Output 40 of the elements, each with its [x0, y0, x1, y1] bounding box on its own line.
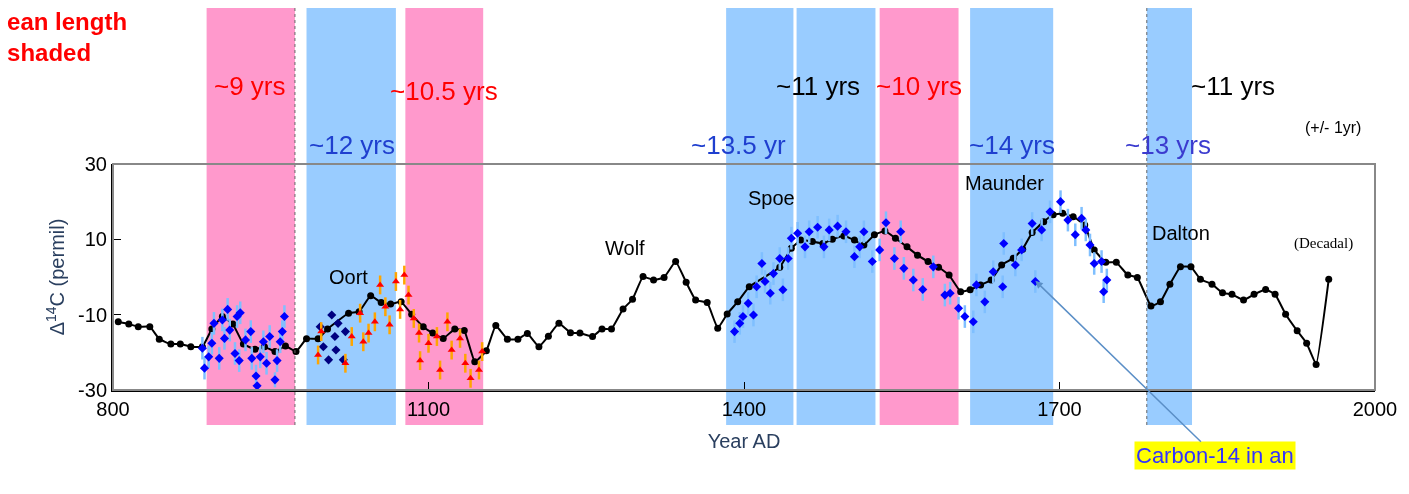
point — [466, 374, 475, 381]
x-axis-title: Year AD — [707, 430, 781, 452]
annotation: Dalton — [1152, 222, 1210, 244]
point — [330, 331, 340, 342]
x-tick-label: 1400 — [721, 398, 767, 420]
point — [341, 359, 350, 366]
point — [456, 334, 465, 341]
point — [396, 305, 405, 312]
text: ~10 yrs — [876, 71, 962, 101]
y-tick-label: 30 — [84, 153, 107, 175]
point — [324, 355, 334, 365]
y-tick-label: -30 — [78, 379, 107, 401]
x-tick-label: 1700 — [1037, 398, 1082, 420]
point — [333, 318, 343, 328]
annotation: Oort — [329, 266, 369, 288]
text: ~11 yrs — [776, 71, 861, 101]
y-tick-label: 10 — [84, 228, 107, 251]
text: (+/- 1yr) — [1305, 119, 1362, 136]
point — [318, 342, 328, 352]
annotation: Spoe — [748, 187, 795, 209]
text: ~13.5 yr — [691, 130, 787, 160]
annotation: Carbon-14 in an — [1136, 443, 1294, 468]
point — [331, 345, 341, 355]
annotation: (Decadal) — [1294, 235, 1354, 252]
annotation: Maunder — [965, 172, 1045, 194]
point — [409, 314, 418, 321]
annotation: Wolf — [605, 237, 646, 259]
point — [424, 339, 433, 346]
text: ~9 yrs — [214, 71, 286, 101]
x-tick-label: 800 — [96, 398, 130, 420]
point — [340, 327, 350, 337]
x-tick-label: 1100 — [406, 398, 451, 420]
point — [461, 359, 470, 366]
point — [327, 310, 337, 320]
chart-title: ean length shaded — [7, 7, 128, 66]
text: ~10.5 yrs — [390, 76, 498, 106]
text: ~11 yrs — [1191, 71, 1276, 101]
y-tick-label: -10 — [78, 303, 107, 326]
text: ~12 yrs — [309, 130, 395, 160]
x-tick-label: 2000 — [1352, 398, 1398, 420]
